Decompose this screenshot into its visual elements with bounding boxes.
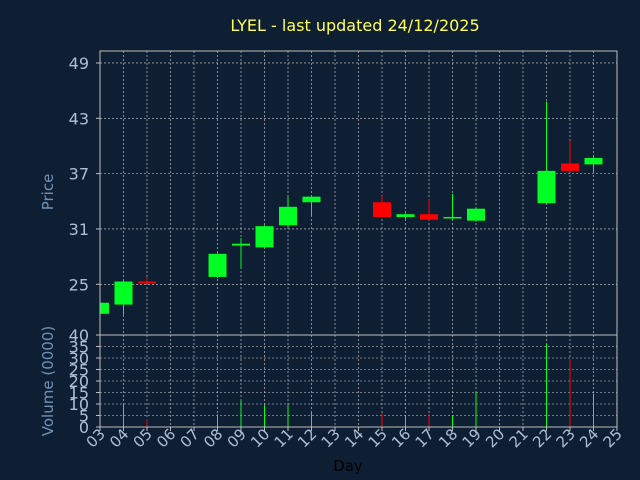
candle-body: [302, 196, 321, 203]
volume-y-tick-label: 40: [69, 326, 89, 345]
candle-body: [584, 157, 603, 165]
candle-body: [100, 302, 109, 314]
price-y-tick-label: 43: [69, 109, 89, 128]
x-tick-labels: 0304050607080910111213141516171819202122…: [83, 425, 626, 451]
candle: [561, 140, 579, 172]
candle-body: [396, 214, 415, 217]
candle-body: [561, 163, 579, 171]
candle-body: [232, 243, 250, 246]
candle: [208, 252, 227, 278]
candle: [467, 207, 485, 222]
candle-body: [255, 226, 274, 248]
candle-body: [208, 253, 227, 277]
volume-y-tick-label: 15: [69, 384, 89, 403]
candle-body: [373, 202, 391, 217]
chart-title: LYEL - last updated 24/12/2025: [230, 16, 479, 35]
candle: [255, 225, 274, 249]
volume-y-tick-label: 20: [69, 372, 89, 391]
price-y-tick-label: 31: [69, 220, 89, 239]
price-axis-label: Price: [39, 174, 57, 211]
candle-body: [443, 216, 462, 219]
candle-body: [537, 170, 556, 204]
candle: [114, 280, 133, 315]
candle: [302, 195, 321, 216]
price-y-tick-label: 49: [69, 54, 89, 73]
volume-y-tick-label: 30: [69, 349, 89, 368]
candle-body: [420, 214, 438, 220]
volume-y-tick-label: 35: [69, 338, 89, 357]
candle: [396, 213, 415, 219]
candle: [232, 238, 250, 269]
volume-y-tick-label: 5: [79, 407, 89, 426]
candle: [537, 101, 556, 205]
candle: [584, 156, 603, 172]
price-candles: [99, 101, 603, 315]
candle-body: [467, 208, 485, 221]
candle: [279, 196, 297, 228]
volume-axis-label: Volume (0000): [39, 326, 57, 436]
volume-bars: [123, 343, 594, 427]
candle-body: [138, 281, 156, 284]
price-y-tick-labels: 25 31 37 43 49: [69, 54, 100, 294]
candle: [420, 199, 438, 221]
candle-body: [279, 206, 297, 226]
price-y-tick-label: 37: [69, 165, 89, 184]
candle: [138, 277, 156, 284]
candle: [99, 301, 109, 314]
candle-body: [114, 281, 133, 305]
volume-y-tick-label: 25: [69, 361, 89, 380]
price-y-tick-label: 25: [69, 275, 89, 294]
x-axis-label: Day: [333, 457, 363, 475]
volume-y-tick-label: 0: [79, 418, 89, 437]
volume-y-tick-label: 10: [69, 395, 89, 414]
candle: [373, 195, 391, 218]
candle: [443, 193, 462, 219]
